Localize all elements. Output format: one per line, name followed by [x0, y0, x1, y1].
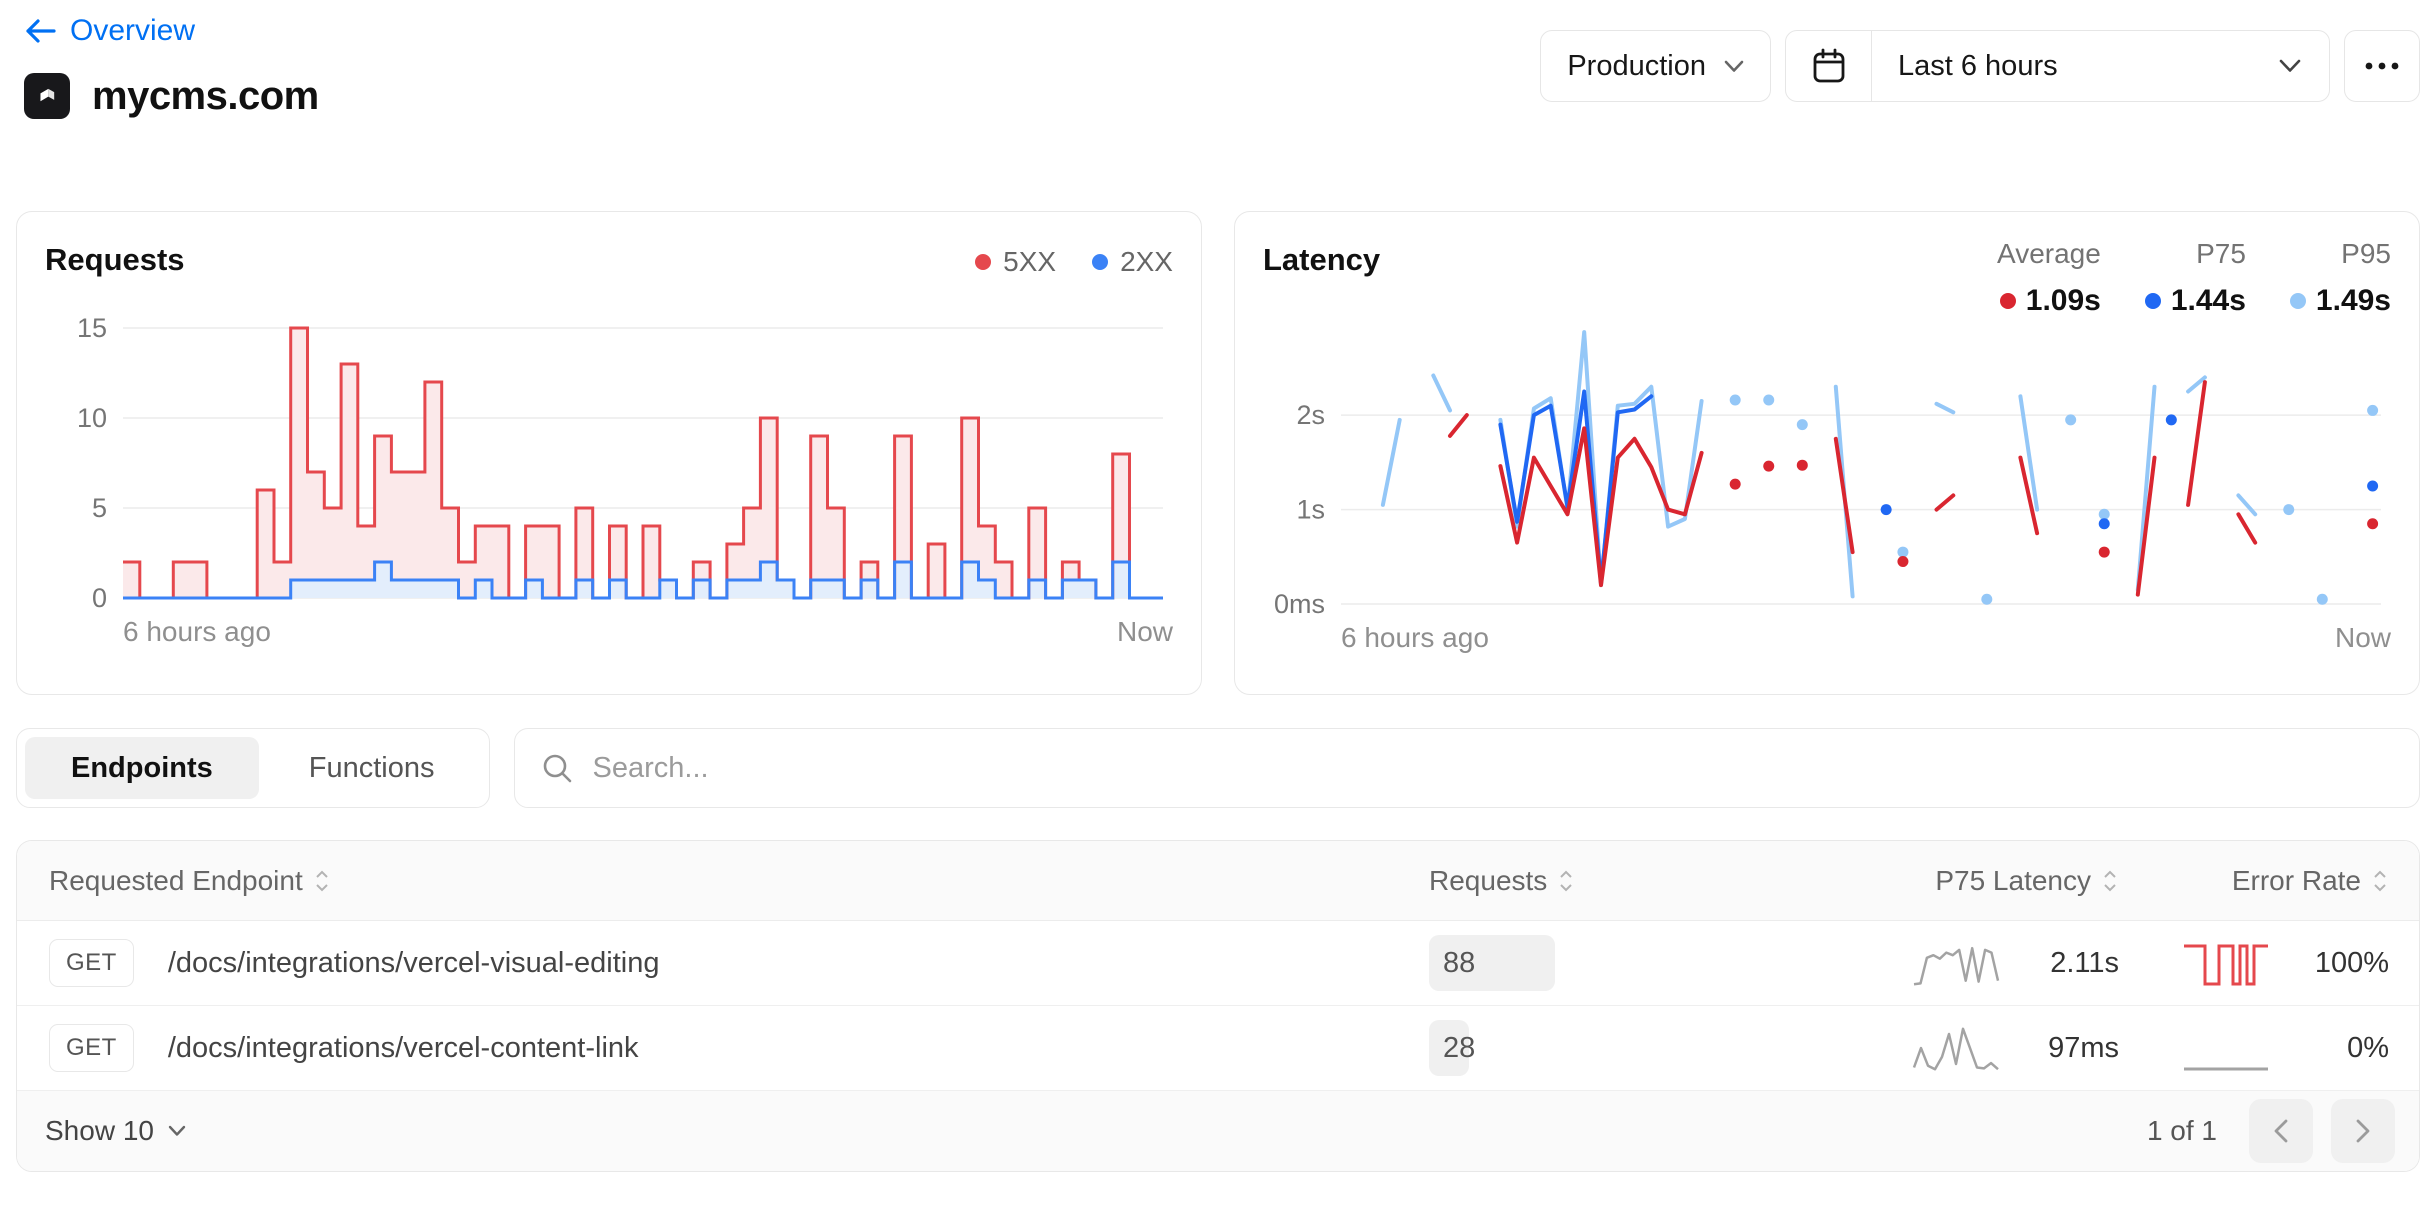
previous-page-button[interactable]: [2249, 1099, 2313, 1163]
page-title: mycms.com: [92, 73, 319, 118]
requests-chart-card: Requests 5XX 2XX 0 5 10 15 6 hours ago Now: [16, 211, 1202, 695]
p75-dot: [2144, 293, 2161, 309]
svg-text:0: 0: [92, 583, 107, 612]
endpoint-path: /docs/integrations/vercel-visual-editing: [167, 946, 660, 979]
time-range-label: Last 6 hours: [1898, 49, 2058, 82]
requests-count: 88: [1443, 946, 1476, 979]
5xx-legend-dot: [975, 254, 992, 270]
p95-stat-value: 1.49s: [2315, 284, 2391, 317]
tab-endpoints[interactable]: Endpoints: [25, 737, 259, 799]
next-page-button[interactable]: [2331, 1099, 2395, 1163]
requests-bar: 88: [1429, 935, 1555, 991]
latency-chart-title: Latency: [1263, 242, 1381, 277]
sort-icon: [2104, 870, 2116, 891]
column-error-rate[interactable]: Error Rate: [2232, 865, 2389, 897]
requests-chart: 0 5 10 15: [77, 313, 1163, 612]
page-header: Overview mycms.com Production Last 6 hou…: [0, 0, 2436, 119]
x-axis-start-label: 6 hours ago: [1341, 622, 1489, 653]
environment-label: Production: [1567, 49, 1706, 82]
x-axis-start-label: 6 hours ago: [123, 616, 271, 647]
ellipsis-icon: [2365, 62, 2399, 70]
method-badge: GET: [49, 1024, 134, 1072]
latency-stats: Average P75 P95 1.09s 1.44s 1.49s: [1997, 238, 2391, 318]
chevron-right-icon: [2356, 1119, 2370, 1143]
table-footer: Show 10 1 of 1: [17, 1091, 2419, 1171]
p95-stat-label: P95: [2341, 238, 2391, 269]
calendar-icon: [1813, 48, 1844, 83]
arrow-left-icon: [26, 19, 56, 43]
x-axis-end-label: Now: [2334, 622, 2391, 653]
latency-chart: 0ms 1s 2s: [1274, 330, 2381, 618]
column-label: Error Rate: [2231, 864, 2361, 896]
site-favicon: [24, 73, 70, 119]
search-icon: [543, 754, 571, 783]
column-label: Requested Endpoint: [49, 864, 303, 896]
search-box[interactable]: [513, 728, 2420, 808]
back-link-overview[interactable]: Overview: [24, 14, 195, 48]
latency-sparkline: [1913, 946, 2000, 986]
tab-functions-label: Functions: [308, 751, 435, 784]
requests-chart-title: Requests: [45, 242, 185, 277]
page-info: 1 of 1: [2146, 1115, 2217, 1146]
error-rate-sparkline: [2184, 944, 2268, 986]
5xx-legend-label: 5XX: [1003, 246, 1057, 277]
chevron-left-icon: [2274, 1119, 2288, 1143]
back-link-label: Overview: [70, 14, 196, 47]
chevron-down-icon: [1724, 60, 1744, 72]
p75-latency-value: 2.11s: [2050, 946, 2119, 979]
table-row[interactable]: GET /docs/integrations/vercel-visual-edi…: [17, 921, 2419, 1006]
chevron-down-icon: [168, 1125, 186, 1136]
method-badge: GET: [49, 939, 134, 987]
column-label: Requests: [1429, 864, 1548, 896]
svg-text:0ms: 0ms: [1274, 589, 1325, 618]
tab-functions[interactable]: Functions: [263, 737, 481, 799]
svg-text:5: 5: [92, 493, 107, 523]
average-stat-label: Average: [1997, 238, 2101, 269]
p75-stat-value: 1.44s: [2170, 284, 2246, 317]
column-requested-endpoint[interactable]: Requested Endpoint: [49, 865, 331, 897]
p75-latency-value: 97ms: [2048, 1031, 2119, 1064]
sort-icon: [2374, 870, 2386, 891]
page-size-label: Show 10: [45, 1115, 154, 1146]
sort-icon: [1560, 870, 1573, 891]
column-p75-latency[interactable]: P75 Latency: [1935, 865, 2119, 897]
p95-dot: [2289, 293, 2306, 309]
svg-text:1s: 1s: [1296, 495, 1325, 525]
x-axis-end-label: Now: [1116, 616, 1173, 647]
table-row[interactable]: GET /docs/integrations/vercel-content-li…: [17, 1006, 2419, 1091]
environment-select[interactable]: Production: [1540, 30, 1771, 102]
endpoint-path: /docs/integrations/vercel-content-link: [167, 1031, 639, 1064]
tab-endpoints-label: Endpoints: [71, 751, 213, 784]
table-header: Requested Endpoint Requests P75 Latency …: [17, 841, 2419, 921]
view-tabs: Endpoints Functions: [16, 728, 490, 808]
error-rate-value: 100%: [2314, 946, 2389, 979]
latency-chart-card: Latency Average P75 P95 1.09s 1.44s 1.49…: [1234, 211, 2420, 695]
error-rate-value: 0%: [2347, 1031, 2389, 1064]
more-options-button[interactable]: [2344, 30, 2420, 102]
svg-text:2s: 2s: [1296, 400, 1325, 430]
page-size-select[interactable]: Show 10: [45, 1115, 186, 1147]
column-label: P75 Latency: [1935, 864, 2091, 896]
search-input[interactable]: [592, 751, 2393, 785]
time-range-select[interactable]: Last 6 hours: [1785, 30, 2330, 102]
error-rate-sparkline: [2184, 1067, 2268, 1071]
column-requests[interactable]: Requests: [1429, 865, 1575, 897]
calendar-button[interactable]: [1786, 31, 1872, 101]
requests-bar: 28: [1429, 1020, 1475, 1076]
average-stat-value: 1.09s: [2025, 284, 2101, 317]
2xx-legend-dot: [1092, 254, 1109, 270]
sort-icon: [316, 870, 328, 891]
requests-legend: 5XX 2XX: [975, 238, 1173, 278]
chevron-down-icon: [2279, 59, 2301, 72]
2xx-legend-label: 2XX: [1120, 246, 1173, 277]
requests-count: 28: [1443, 1031, 1476, 1064]
svg-text:10: 10: [77, 403, 107, 433]
svg-text:15: 15: [77, 313, 107, 343]
p75-stat-label: P75: [2196, 238, 2246, 269]
endpoints-table: Requested Endpoint Requests P75 Latency …: [16, 840, 2420, 1172]
average-dot: [1999, 293, 2016, 309]
latency-sparkline: [1912, 1027, 1999, 1071]
